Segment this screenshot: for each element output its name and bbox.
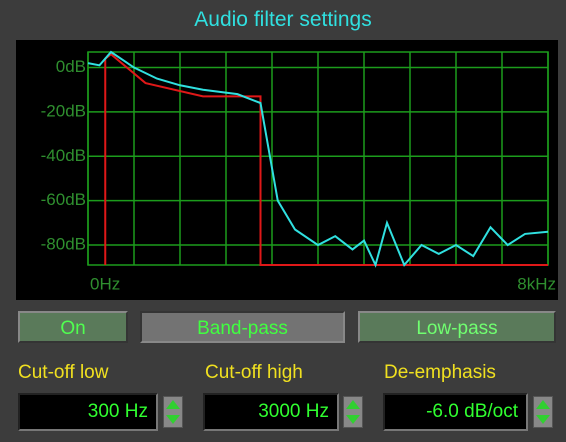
- y-tick-label: -60dB: [41, 190, 86, 209]
- spin-button[interactable]: [533, 396, 553, 428]
- frequency-plot: 0dB -20dB -40dB -60dB -80dB 0Hz 8kHz: [16, 40, 558, 300]
- x-tick-label: 0Hz: [90, 274, 120, 293]
- y-tick-label: -20dB: [41, 101, 86, 120]
- field-label: Cut-off low: [18, 362, 109, 383]
- field-label: De-emphasis: [384, 362, 496, 383]
- low-pass-button[interactable]: Low-pass: [358, 311, 556, 343]
- panel-title: Audio filter settings: [194, 8, 372, 31]
- de-emphasis-field[interactable]: -6.0 dB/oct: [383, 393, 528, 431]
- plot-background: [16, 40, 558, 300]
- spin-button[interactable]: [163, 396, 183, 428]
- band-pass-button[interactable]: Band-pass: [140, 311, 345, 343]
- cutoff-high-field[interactable]: 3000 Hz: [203, 393, 339, 431]
- y-tick-label: 0dB: [56, 57, 86, 76]
- field-label: Cut-off high: [205, 362, 303, 383]
- on-button[interactable]: On: [18, 311, 128, 343]
- y-tick-label: -40dB: [41, 146, 86, 165]
- response-line: [87, 50, 549, 268]
- x-tick-label: 8kHz: [517, 274, 556, 293]
- spin-button[interactable]: [343, 396, 363, 428]
- y-tick-label: -80dB: [41, 235, 86, 254]
- cutoff-low-field[interactable]: 300 Hz: [18, 393, 158, 431]
